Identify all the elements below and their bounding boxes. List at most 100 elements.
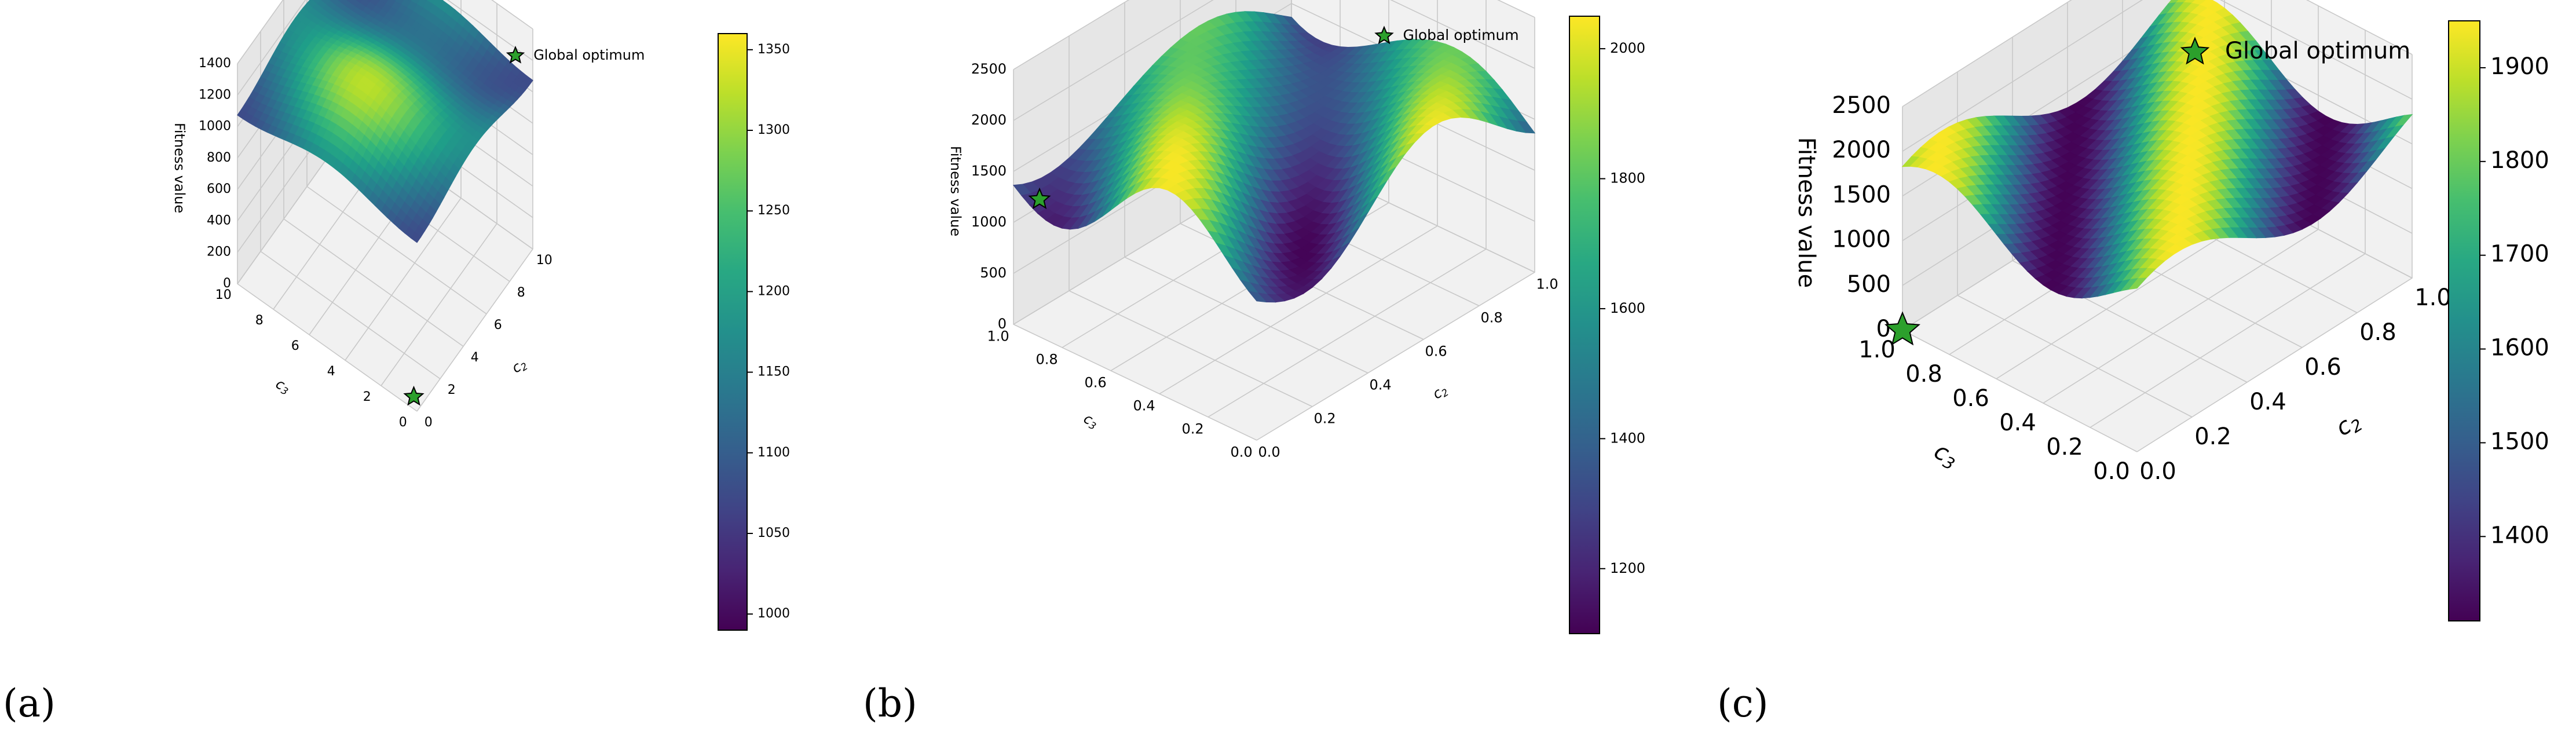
y-tick-label: 8 — [255, 313, 264, 328]
legend-label: Global optimum — [1403, 27, 1519, 43]
z-tick-label: 0 — [998, 316, 1007, 332]
z-tick-label: 2000 — [1832, 137, 1891, 163]
legend-star-icon — [2180, 36, 2210, 65]
x-tick-label: 6 — [494, 318, 502, 332]
colorbar-tick-label: 2000 — [1610, 40, 1645, 56]
gridline-fitness — [237, 0, 533, 64]
y-tick-label: 0.6 — [1952, 385, 1989, 412]
legend-star-icon — [506, 45, 525, 64]
colorbar-tick-label: 1700 — [2490, 241, 2549, 268]
colorbar-tick-label: 1400 — [2490, 522, 2549, 548]
y-tick-label: 0.2 — [1182, 421, 1204, 437]
x-tick-label: 0.0 — [2139, 458, 2176, 485]
colorbar-tick-label: 1900 — [2490, 53, 2549, 80]
colorbar-tick-label: 1800 — [1610, 170, 1645, 187]
x-tick-label: 1.0 — [2414, 284, 2451, 311]
colorbar-tick-label: 1600 — [1610, 300, 1645, 316]
x-tick-label: 0.4 — [2249, 389, 2286, 415]
y-tick-label: 0.0 — [1231, 444, 1253, 460]
z-tick-label: 0 — [223, 276, 231, 291]
z-tick-label: 1000 — [971, 214, 1007, 230]
z-tick-label: 400 — [207, 213, 231, 228]
y-tick-label: 2 — [363, 390, 371, 404]
panel-label: (c) — [1717, 681, 1768, 726]
fitness-surface — [237, 0, 533, 243]
z-axis-label: Fitness value — [947, 146, 964, 236]
surface-patch — [1247, 290, 1267, 303]
colorbar-tick-label: 1150 — [758, 365, 790, 379]
y-tick-label: 4 — [327, 364, 335, 379]
x-tick-label: 2 — [448, 383, 456, 397]
colorbar-tick-label: 1600 — [2490, 335, 2549, 361]
gridline-fitness — [1902, 0, 2413, 152]
z-tick-label: 2500 — [971, 61, 1007, 77]
z-tick-label: 600 — [207, 182, 231, 196]
x-tick-label: 1.0 — [1536, 276, 1558, 292]
y-axis-label: c3 — [1929, 438, 1963, 474]
colorbar-tick-label: 1250 — [758, 203, 790, 218]
gridline-fitness — [1902, 0, 2413, 107]
z-axis-label: Fitness value — [1793, 137, 1820, 288]
colorbar-tick-label: 1200 — [758, 284, 790, 298]
z-tick-label: 1000 — [1832, 226, 1891, 253]
y-axis-label: c3 — [273, 375, 293, 397]
global-optimum-marker — [1885, 311, 1920, 346]
y-tick-label: 0.2 — [2046, 434, 2083, 460]
legend-label: Global optimum — [533, 47, 645, 63]
x-axis-label: c2 — [509, 355, 530, 377]
x-tick-label: 0.6 — [2304, 354, 2341, 381]
x-tick-label: 0 — [425, 415, 433, 430]
legend: Global optimum — [1374, 25, 1519, 45]
global-optimum-marker — [1028, 187, 1051, 210]
legend-star-icon — [1374, 25, 1394, 45]
colorbar — [1569, 16, 1600, 634]
z-tick-label: 500 — [980, 265, 1007, 281]
z-tick-label: 1400 — [199, 56, 231, 71]
chart-panel-1: 024681002468100200400600800100012001400c… — [3, 0, 790, 726]
colorbar-tick-label: 1100 — [758, 445, 790, 460]
x-tick-label: 8 — [517, 286, 525, 300]
colorbar-tick-label: 1800 — [2490, 147, 2549, 174]
colorbar-tick-label: 1000 — [758, 606, 790, 621]
chart-panel-3: 0.00.20.40.60.81.00.00.20.40.60.81.00500… — [1717, 0, 2549, 726]
y-tick-label: 1.0 — [987, 328, 1009, 345]
chart-panel-2: 0.00.20.40.60.81.00.00.20.40.60.81.00500… — [863, 0, 1645, 726]
colorbar-tick-label: 1350 — [758, 42, 790, 57]
y-tick-label: 10 — [215, 288, 232, 302]
colorbar-tick-label: 1200 — [1610, 560, 1645, 576]
x-tick-label: 0.6 — [1425, 343, 1447, 360]
x-tick-label: 4 — [471, 350, 479, 365]
legend: Global optimum — [506, 45, 645, 64]
y-tick-label: 6 — [291, 339, 299, 353]
y-axis-label: c3 — [1081, 410, 1101, 432]
colorbar — [718, 33, 748, 631]
x-tick-label: 0.2 — [1314, 411, 1336, 427]
y-tick-label: 0.8 — [1036, 352, 1058, 368]
x-axis-label: c2 — [1430, 381, 1451, 403]
y-tick-label: 0.6 — [1085, 375, 1107, 391]
y-tick-label: 0.4 — [1133, 398, 1155, 414]
z-tick-label: 1000 — [199, 119, 231, 134]
y-tick-label: 0 — [399, 415, 407, 430]
z-tick-label: 800 — [207, 151, 231, 165]
global-optimum-marker — [403, 385, 425, 406]
y-tick-label: 0.0 — [2093, 458, 2130, 485]
fitness-surface — [1012, 11, 1536, 303]
panel-label: (a) — [3, 681, 56, 726]
gridline-fitness — [1013, 0, 1535, 121]
floor-pane — [237, 122, 533, 411]
panel-label: (b) — [863, 681, 917, 726]
legend: Global optimum — [2180, 36, 2410, 65]
z-tick-label: 500 — [1847, 271, 1891, 298]
x-axis-label: c2 — [2331, 407, 2366, 444]
x-tick-label: 0.2 — [2194, 423, 2231, 450]
y-tick-label: 0.8 — [1905, 361, 1942, 387]
x-tick-label: 0.8 — [2359, 319, 2396, 346]
x-tick-label: 0.0 — [1258, 444, 1280, 460]
y-tick-label: 0.4 — [1999, 409, 2036, 436]
x-tick-label: 0.4 — [1370, 377, 1392, 393]
z-tick-label: 1200 — [199, 87, 231, 102]
z-axis-label: Fitness value — [171, 123, 188, 213]
z-tick-label: 200 — [207, 245, 231, 259]
